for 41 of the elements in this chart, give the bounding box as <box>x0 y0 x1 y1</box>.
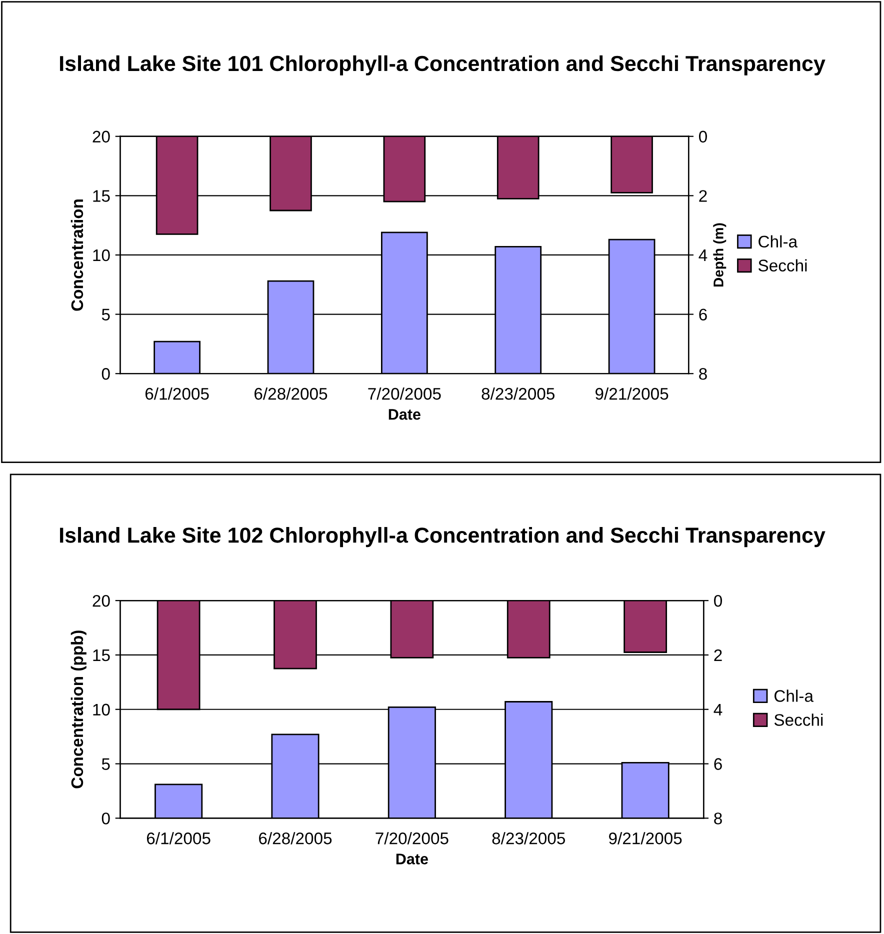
y2-tick-label: 6 <box>699 308 707 320</box>
y-tick-label: 15 <box>93 190 110 202</box>
legend-label: Chl-a <box>758 235 798 248</box>
y2-tick-label: 8 <box>699 368 707 380</box>
x-tick-label: 9/21/2005 <box>596 387 668 400</box>
y-tick-label: 10 <box>93 249 110 262</box>
y-tick-label: 10 <box>93 704 110 716</box>
legend-label: Secchi <box>758 259 807 272</box>
x-tick-label: 7/20/2005 <box>368 387 441 400</box>
y-tick-label: 20 <box>92 594 110 607</box>
x-tick-label: 9/21/2005 <box>609 832 682 844</box>
y2-tick-label: 6 <box>714 758 722 770</box>
x-tick-label: 6/28/2005 <box>254 387 328 400</box>
y2-tick-label: 4 <box>698 250 708 262</box>
y2-tick-label: 2 <box>699 190 707 202</box>
y2-tick-label: 0 <box>699 130 707 143</box>
x-tick-label: 7/20/2005 <box>376 832 448 844</box>
y2-tick-label: 2 <box>714 649 722 662</box>
y-tick-label: 15 <box>93 650 110 662</box>
x-axis-title: Date <box>396 854 428 864</box>
y2-axis-title: Depth (m) <box>713 223 726 286</box>
chart-title: Island Lake Site 102 Chlorophyll-a Concentration and Secchi Transparency <box>60 527 826 548</box>
x-tick-label: 8/23/2005 <box>482 387 554 400</box>
legend-label: Secchi <box>774 714 823 726</box>
y2-tick-label: 8 <box>714 812 722 824</box>
y-tick-label: 5 <box>102 758 110 770</box>
x-tick-label: 6/1/2005 <box>146 832 210 844</box>
x-tick-label: 6/28/2005 <box>259 832 332 844</box>
legend-label: Chl-a <box>774 690 814 702</box>
x-tick-label: 6/1/2005 <box>145 387 209 400</box>
y2-tick-label: 4 <box>714 704 722 716</box>
y-axis-title: Concentration (ppb) <box>70 630 86 788</box>
y2-tick-label: 0 <box>714 594 722 607</box>
chart-title: Island Lake Site 101 Chlorophyll-a Concentration and Secchi Transparency <box>60 55 826 76</box>
y-tick-label: 20 <box>92 130 110 143</box>
y-tick-label: 0 <box>102 812 110 824</box>
y-tick-label: 0 <box>102 368 110 380</box>
y-tick-label: 5 <box>102 308 110 320</box>
x-axis-title: Date <box>388 409 420 420</box>
x-tick-label: 8/23/2005 <box>492 832 566 844</box>
y-axis-title: Concentration <box>70 200 84 311</box>
